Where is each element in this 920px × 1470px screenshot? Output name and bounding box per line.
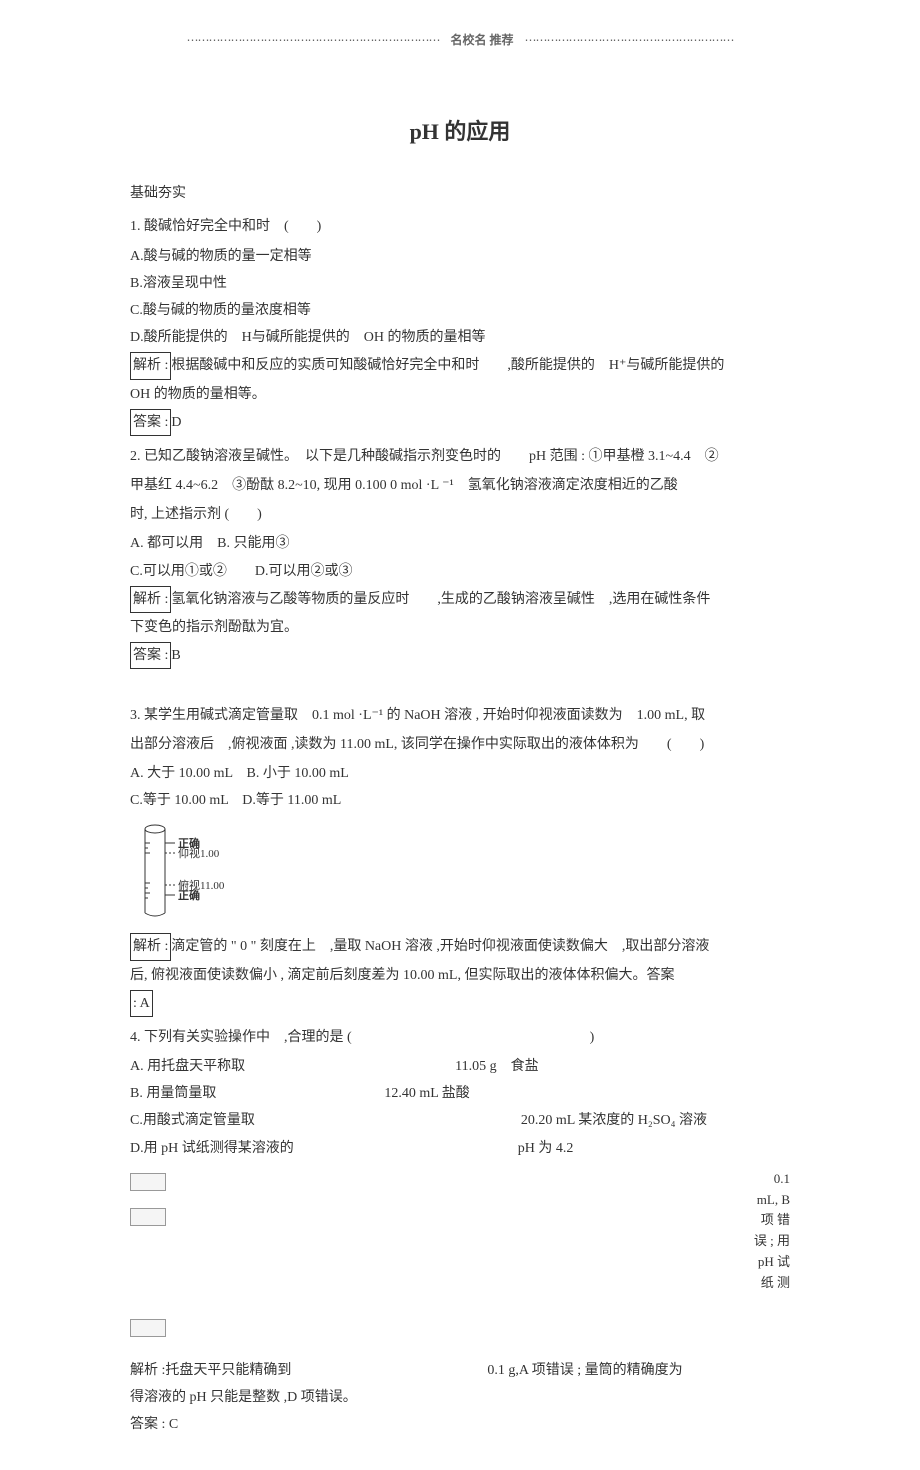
q4-stem: 4. 下列有关实验操作中 ,合理的是 ( )	[130, 1025, 790, 1050]
q3-optA: A. 大于 10.00 mL B. 小于 10.00 mL	[130, 761, 790, 786]
q3-analysis-label: 解析 :	[130, 933, 171, 960]
q4-answer: 答案 : C	[130, 1412, 790, 1437]
q2-stem3: 时, 上述指示剂 ( )	[130, 502, 790, 527]
q3-answer-label: : A	[130, 990, 153, 1017]
header-label: 名校名 推荐	[450, 33, 513, 47]
section-title: 基础夯实	[130, 181, 790, 206]
q1-analysis-text: 根据酸碱中和反应的实质可知酸碱恰好完全中和时 ,酸所能提供的 H⁺与碱所能提供的	[171, 358, 724, 373]
empty-box-3	[130, 1319, 166, 1337]
q3-analysis-text: 滴定管的 " 0 " 刻度在上 ,量取 NaOH 溶液 ,开始时仰视液面使读数偏…	[171, 939, 709, 954]
q4-boxes	[130, 1169, 790, 1350]
q1-optA: A.酸与碱的物质的量一定相等	[130, 244, 790, 269]
empty-box-2	[130, 1208, 166, 1226]
q3-analysis-line: 解析 :滴定管的 " 0 " 刻度在上 ,量取 NaOH 溶液 ,开始时仰视液面…	[130, 933, 790, 960]
q2-answer-line: 答案 :B	[130, 642, 790, 669]
q4-optB: B. 用量筒量取 12.40 mL 盐酸	[130, 1081, 790, 1106]
svg-text:正确: 正确	[178, 888, 200, 902]
header-dots-left: ⋯⋯⋯⋯⋯⋯⋯⋯⋯⋯⋯⋯⋯⋯⋯⋯⋯⋯⋯⋯⋯⋯⋯	[186, 33, 439, 47]
q1-analysis-text2: OH 的物质的量相等。	[130, 382, 790, 407]
q2-optA: A. 都可以用 B. 只能用③	[130, 531, 790, 556]
q2-analysis-label: 解析 :	[130, 586, 171, 613]
q4-optC: C.用酸式滴定管量取 20.20 mL 某浓度的 H₂SO₄ 溶液	[130, 1108, 790, 1133]
q4-optA: A. 用托盘天平称取 11.05 g 食盐	[130, 1054, 790, 1079]
q1-answer-label: 答案 :	[130, 409, 171, 436]
q2-analysis-line: 解析 :氢氧化钠溶液与乙酸等物质的量反应时 ,生成的乙酸钠溶液呈碱性 ,选用在碱…	[130, 586, 790, 613]
q1-analysis-label: 解析 :	[130, 352, 171, 379]
q1-answer-line: 答案 :D	[130, 409, 790, 436]
svg-text:仰视1.00: 仰视1.00	[178, 846, 220, 860]
page-header: ⋯⋯⋯⋯⋯⋯⋯⋯⋯⋯⋯⋯⋯⋯⋯⋯⋯⋯⋯⋯⋯⋯⋯ 名校名 推荐 ⋯⋯⋯⋯⋯⋯⋯⋯⋯…	[130, 30, 790, 52]
q2-answer: B	[171, 648, 180, 663]
q3-diagram: 正确 仰视1.00 俯视11.00 正确	[130, 823, 790, 923]
empty-box-1	[130, 1173, 166, 1191]
q3-optC: C.等于 10.00 mL D.等于 11.00 mL	[130, 788, 790, 813]
q2-stem1: 2. 已知乙酸钠溶液呈碱性。 以下是几种酸碱指示剂变色时的 pH 范围 : ①甲…	[130, 444, 790, 469]
q3-answer-line: : A	[130, 990, 790, 1017]
q4-analysis-text: 解析 :托盘天平只能精确到 0.1 g,A 项错误 ; 量筒的精确度为	[130, 1358, 790, 1383]
q3-stem1: 3. 某学生用碱式滴定管量取 0.1 mol ·L⁻¹ 的 NaOH 溶液 , …	[130, 703, 790, 728]
q1-analysis-line: 解析 :根据酸碱中和反应的实质可知酸碱恰好完全中和时 ,酸所能提供的 H⁺与碱所…	[130, 352, 790, 379]
q3-stem2: 出部分溶液后 ,俯视液面 ,读数为 11.00 mL, 该同学在操作中实际取出的…	[130, 732, 790, 757]
q4-optD: D.用 pH 试纸测得某溶液的 pH 为 4.2	[130, 1136, 790, 1161]
q1-optB: B.溶液呈现中性	[130, 271, 790, 296]
page-title: pH 的应用	[130, 112, 790, 152]
q4-analysis-text2: 得溶液的 pH 只能是整数 ,D 项错误。	[130, 1385, 790, 1410]
q4-bottom-section: 0.1 mL, B 项 错 误 ; 用 pH 试 纸 测	[130, 1169, 790, 1358]
q2-analysis-text: 氢氧化钠溶液与乙酸等物质的量反应时 ,生成的乙酸钠溶液呈碱性 ,选用在碱性条件	[171, 592, 710, 607]
q1-stem: 1. 酸碱恰好完全中和时 ( )	[130, 214, 790, 239]
q2-answer-label: 答案 :	[130, 642, 171, 669]
q2-stem2: 甲基红 4.4~6.2 ③酚酞 8.2~10, 现用 0.100 0 mol ·…	[130, 473, 790, 498]
q2-analysis-text2: 下变色的指示剂酚酞为宜。	[130, 615, 790, 640]
q2-optC: C.可以用①或② D.可以用②或③	[130, 559, 790, 584]
header-dots-right: ⋯⋯⋯⋯⋯⋯⋯⋯⋯⋯⋯⋯⋯⋯⋯⋯⋯⋯⋯	[525, 33, 734, 47]
q4-right-text: 0.1 mL, B 项 错 误 ; 用 pH 试 纸 测	[750, 1169, 790, 1294]
q1-answer: D	[171, 415, 181, 430]
q3-analysis-text2: 后, 俯视液面使读数偏小 , 滴定前后刻度差为 10.00 mL, 但实际取出的…	[130, 963, 790, 988]
q1-optC: C.酸与碱的物质的量浓度相等	[130, 298, 790, 323]
q1-optD: D.酸所能提供的 H与碱所能提供的 OH 的物质的量相等	[130, 325, 790, 350]
